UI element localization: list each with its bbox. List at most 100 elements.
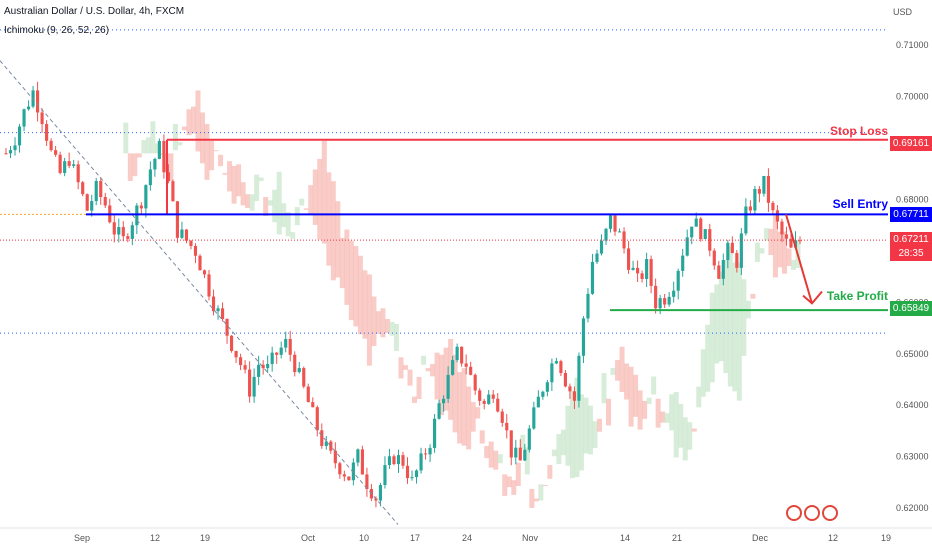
ichimoku-cloud-segment <box>299 198 305 206</box>
us-flag-icon[interactable] <box>786 505 802 521</box>
price-tick-label: 0.63000 <box>896 452 929 462</box>
ichimoku-cloud-segment <box>633 374 639 417</box>
ichimoku-cloud-segment <box>714 284 720 364</box>
candle-body <box>117 227 121 235</box>
candle-body <box>735 253 739 268</box>
candle-body <box>306 386 310 403</box>
ichimoku-cloud-segment <box>569 390 575 479</box>
candle-body <box>333 450 337 464</box>
candle-body <box>550 363 554 383</box>
ichimoku-cloud-segment <box>412 396 418 403</box>
candle-body <box>229 335 234 351</box>
ichimoku-cloud-segment <box>596 418 602 432</box>
ichimoku-cloud-segment <box>660 411 666 423</box>
candle-body <box>67 161 71 166</box>
chart-title: Australian Dollar / U.S. Dollar, 4h, FXC… <box>4 6 185 17</box>
candle-body <box>478 390 482 401</box>
candle-body <box>748 206 752 211</box>
ichimoku-cloud-segment <box>448 338 454 420</box>
candle-body <box>694 218 698 227</box>
us-flag-icon[interactable] <box>822 505 838 521</box>
candle-body <box>563 373 567 387</box>
indicator-label[interactable]: Ichimoku (9, 26, 52, 26) <box>4 25 110 36</box>
candle-body <box>437 403 441 419</box>
ichimoku-cloud-segment <box>583 397 589 454</box>
ichimoku-cloud-segment <box>732 262 738 392</box>
ichimoku-cloud-segment <box>285 212 291 237</box>
ichimoku-cloud-segment <box>781 231 787 274</box>
candle-body <box>536 396 540 408</box>
au-flag-icon[interactable] <box>804 505 820 521</box>
candle-body <box>514 447 518 458</box>
candle-body <box>451 360 455 375</box>
candle-body <box>455 346 459 361</box>
candle-body <box>157 140 161 159</box>
ichimoku-cloud-segment <box>245 194 251 209</box>
candle-body <box>257 364 261 377</box>
candle-body <box>663 298 667 305</box>
candle-body <box>40 112 44 125</box>
candle-body <box>270 352 274 365</box>
candle-body <box>72 164 76 166</box>
time-tick-label: 21 <box>672 533 682 543</box>
take-profit-price-badge: 0.65849 <box>890 301 932 316</box>
candle-body <box>198 255 202 271</box>
candle-body <box>757 189 761 194</box>
ichimoku-cloud-segment <box>222 172 228 175</box>
candle-body <box>509 430 513 458</box>
candle-body <box>577 355 581 401</box>
ichimoku-cloud-segment <box>727 246 733 387</box>
price-tick-label: 0.64000 <box>896 400 929 410</box>
ichimoku-cloud-segment <box>470 402 476 432</box>
time-tick-label: 14 <box>620 533 630 543</box>
ichimoku-cloud-segment <box>190 106 196 134</box>
candle-body <box>581 318 586 356</box>
ichimoku-cloud-segment <box>312 169 318 225</box>
candle-body <box>49 140 53 151</box>
ichimoku-cloud-segment <box>524 447 530 475</box>
ichimoku-cloud-segment <box>723 259 729 374</box>
ichimoku-cloud-segment <box>502 474 508 496</box>
ichimoku-cloud-segment <box>348 240 354 321</box>
candle-body <box>180 229 184 238</box>
ichimoku-cloud-segment <box>132 153 138 177</box>
candle-body <box>640 273 644 279</box>
trade-annotations <box>0 60 888 525</box>
ichimoku-cloud-segment <box>209 140 215 171</box>
candle-body <box>184 229 189 241</box>
ichimoku-cloud-segment <box>407 369 413 386</box>
candle-body <box>442 398 446 404</box>
candle-body <box>672 290 676 297</box>
ichimoku-cloud-segment <box>430 364 436 377</box>
candle-body <box>293 354 297 373</box>
ichimoku-cloud-segment <box>272 189 278 223</box>
ichimoku-cloud-segment <box>493 450 499 470</box>
candle-body <box>239 357 243 366</box>
candle-body <box>252 376 256 397</box>
time-tick-label: Dec <box>752 533 769 543</box>
candle-body <box>744 206 748 234</box>
candle-body <box>568 386 572 392</box>
ichimoku-cloud-segment <box>700 349 706 397</box>
ichimoku-cloud-segment <box>353 245 359 327</box>
ichimoku-cloud-segment <box>637 390 643 430</box>
candle-body <box>649 259 653 286</box>
ichimoku-cloud-segment <box>421 355 427 365</box>
time-tick-label: 10 <box>359 533 369 543</box>
candle-body <box>460 346 464 364</box>
ichimoku-cloud-segment <box>177 142 183 146</box>
ichimoku-cloud-segment <box>154 143 160 154</box>
candle-body <box>762 175 766 194</box>
candle-body <box>414 470 419 478</box>
candle-body <box>347 476 351 481</box>
ichimoku-cloud-segment <box>506 476 512 488</box>
ichimoku-cloud-segment <box>479 430 485 444</box>
candle-body <box>243 365 247 370</box>
candle-body <box>175 201 180 238</box>
ichimoku-cloud-segment <box>682 417 688 461</box>
candle-body <box>153 158 157 170</box>
axis-unit-label: USD <box>892 7 912 17</box>
ichimoku-cloud-segment <box>669 394 675 431</box>
candle-body <box>636 267 640 274</box>
